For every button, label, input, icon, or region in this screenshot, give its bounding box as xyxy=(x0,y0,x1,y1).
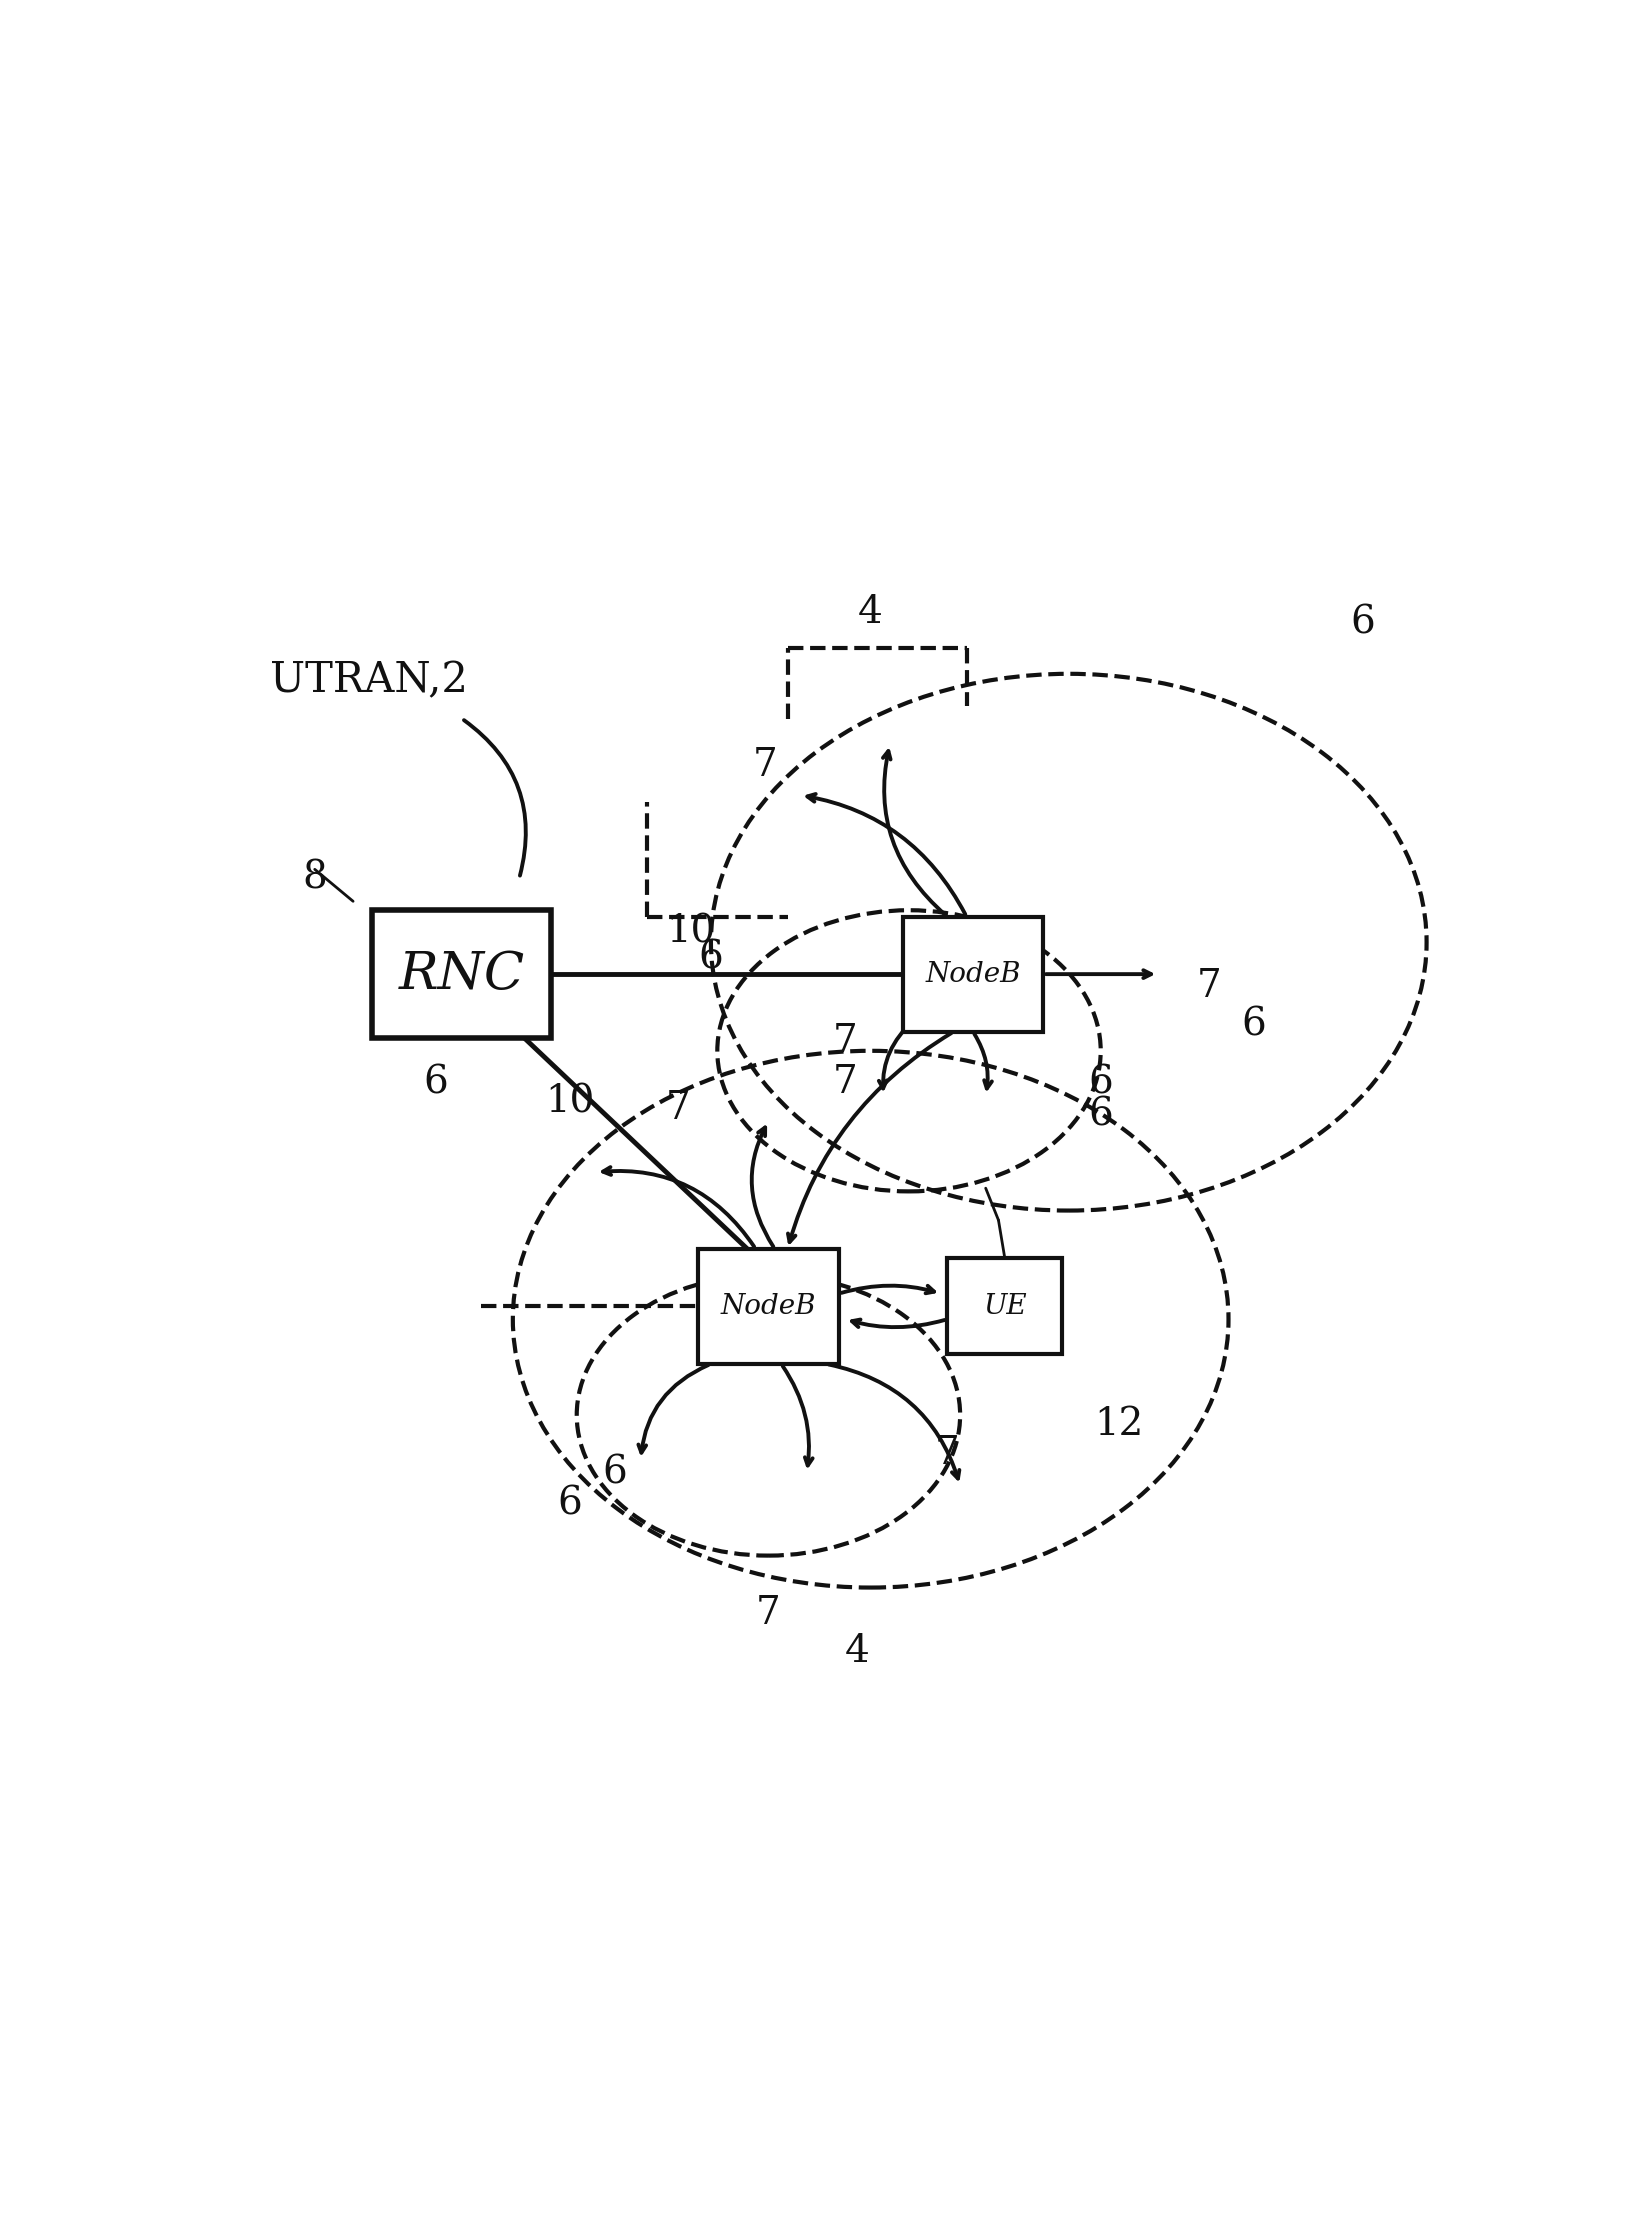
Text: 10: 10 xyxy=(544,1083,593,1121)
Text: RNC: RNC xyxy=(399,948,524,999)
Text: 7: 7 xyxy=(832,1023,857,1061)
Text: NodeB: NodeB xyxy=(720,1292,816,1321)
Text: 6: 6 xyxy=(557,1485,582,1523)
Text: 7: 7 xyxy=(832,1063,857,1101)
Text: 6: 6 xyxy=(697,939,722,977)
Text: 7: 7 xyxy=(934,1434,959,1472)
Text: 4: 4 xyxy=(845,1634,870,1669)
Text: 6: 6 xyxy=(1241,1006,1266,1043)
Bar xyxy=(901,917,1043,1032)
Text: UE: UE xyxy=(982,1292,1027,1321)
Text: 6: 6 xyxy=(1088,1097,1112,1132)
Text: 6: 6 xyxy=(424,1063,448,1101)
Text: 7: 7 xyxy=(755,1594,780,1632)
Bar xyxy=(946,1259,1061,1354)
Text: 6: 6 xyxy=(1088,1063,1112,1101)
Text: 12: 12 xyxy=(1094,1405,1144,1443)
Text: 4: 4 xyxy=(857,595,882,630)
Text: 6: 6 xyxy=(1350,604,1374,642)
Text: 7: 7 xyxy=(753,748,778,784)
Text: 7: 7 xyxy=(666,1090,691,1128)
Text: 6: 6 xyxy=(602,1454,626,1492)
Text: NodeB: NodeB xyxy=(925,961,1020,988)
Bar xyxy=(697,1250,839,1363)
Text: UTRAN,2: UTRAN,2 xyxy=(270,659,468,702)
Text: 8: 8 xyxy=(302,859,326,897)
Text: 10: 10 xyxy=(666,912,715,950)
Text: 7: 7 xyxy=(1196,968,1221,1006)
Bar xyxy=(372,910,550,1039)
